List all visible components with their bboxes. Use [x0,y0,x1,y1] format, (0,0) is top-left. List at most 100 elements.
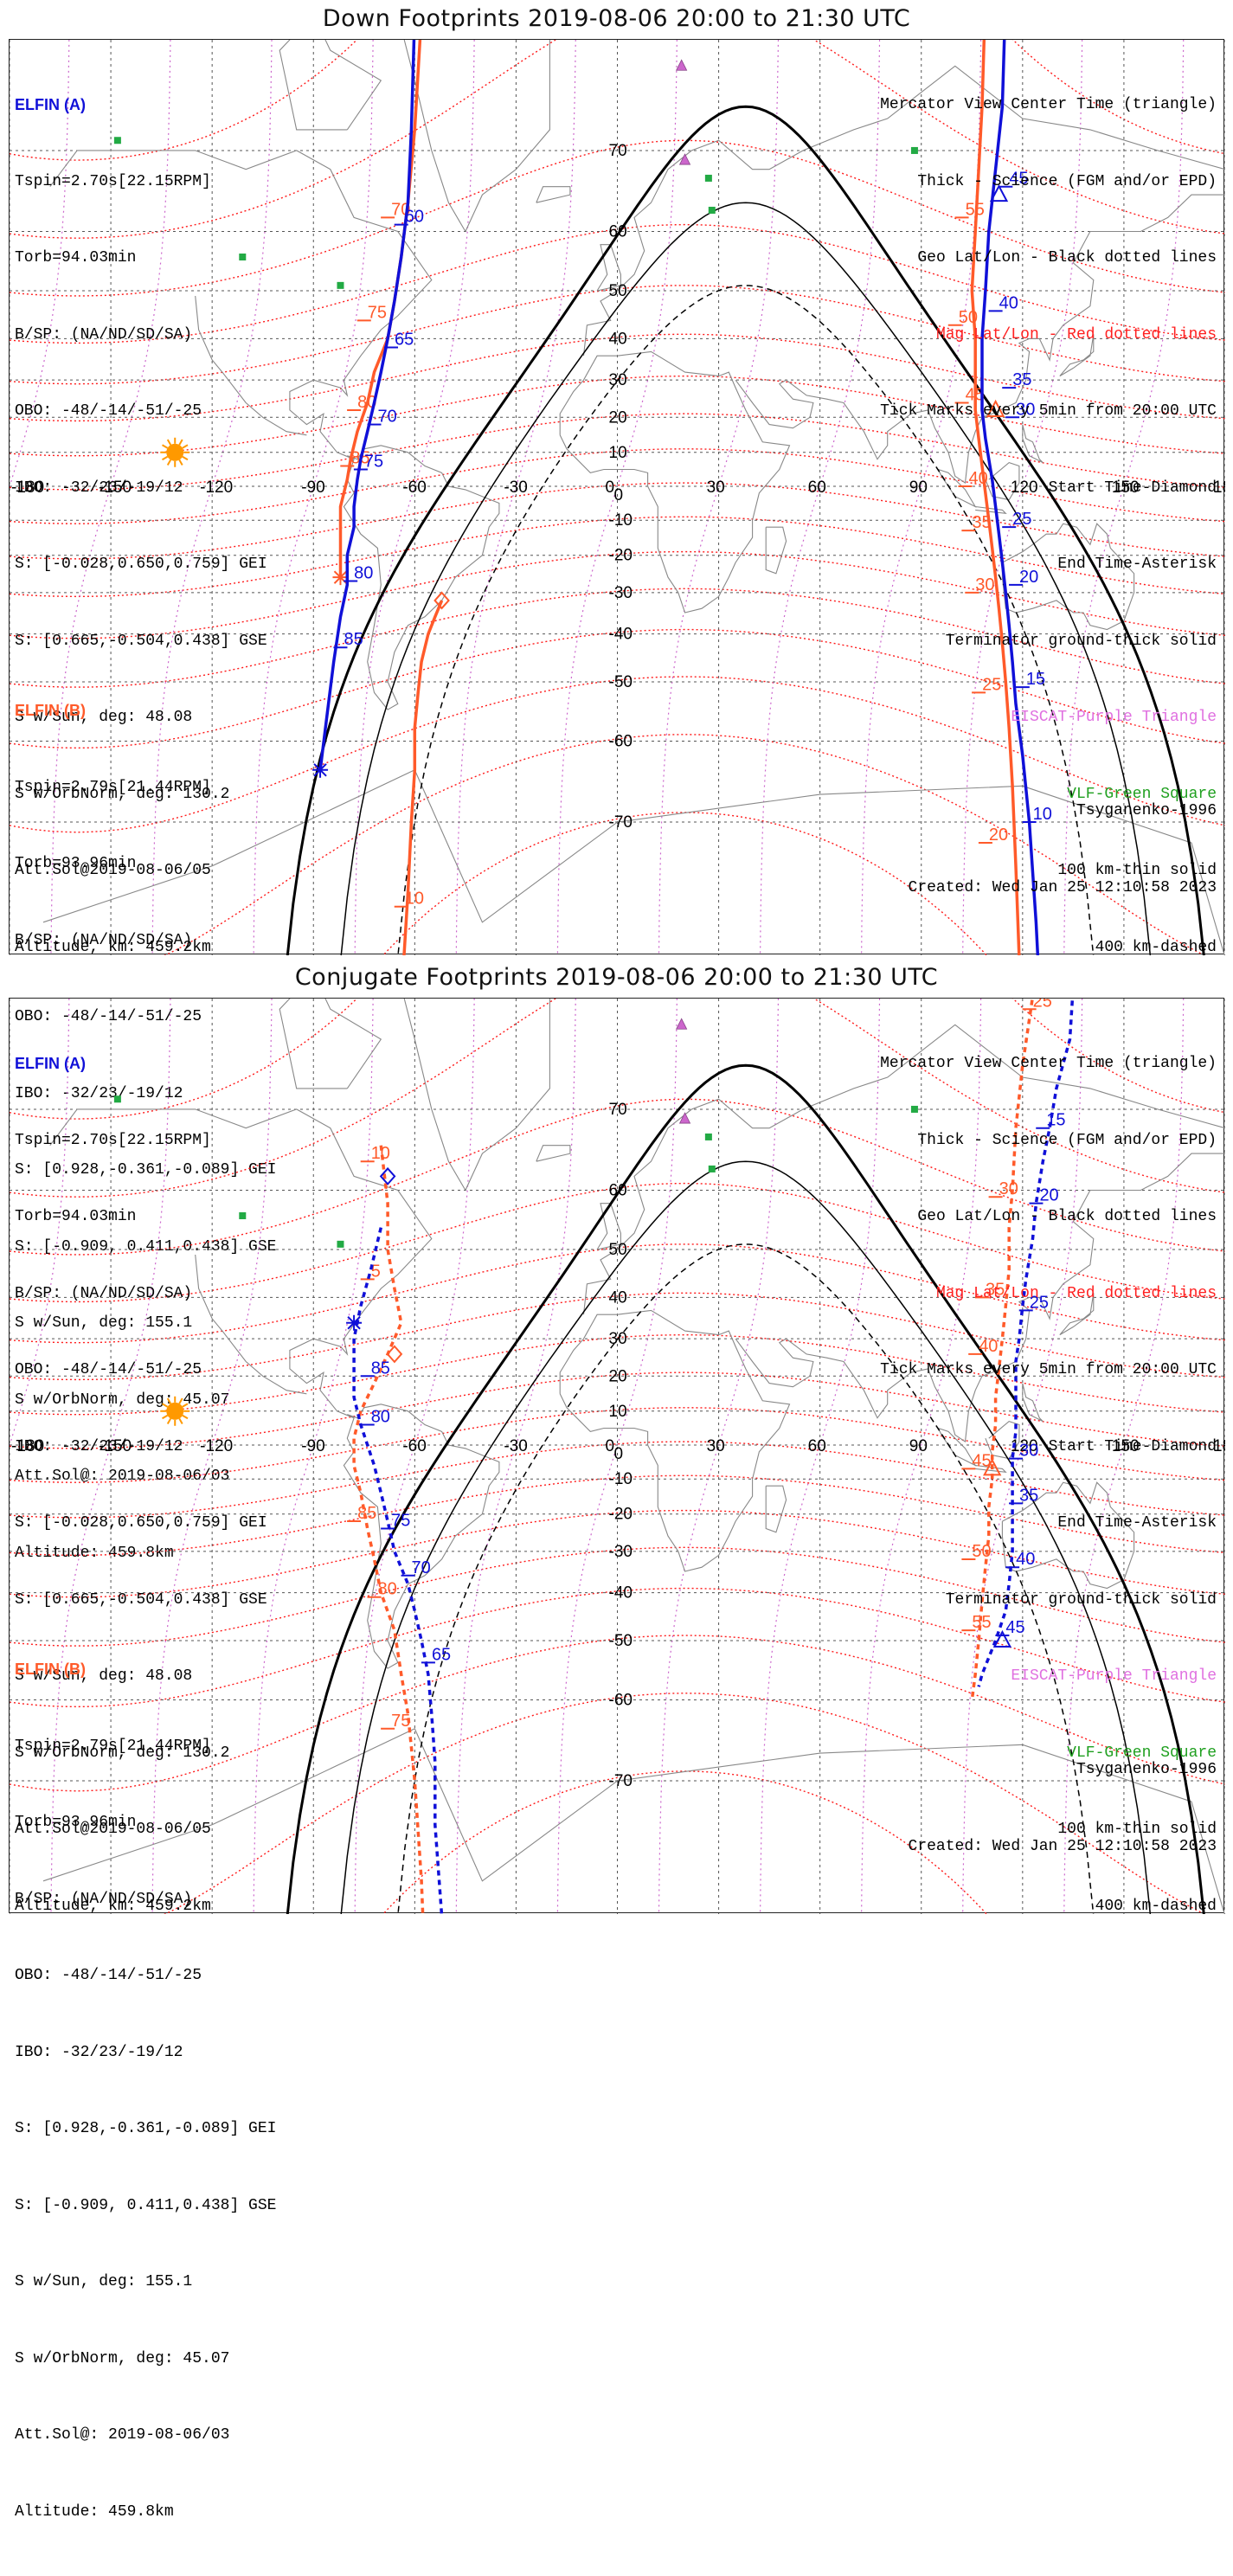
conjugate-footprints-panel: Conjugate Footprints 2019-08-06 20:00 to… [0,959,1233,2521]
end-asterisk-icon [347,1316,361,1330]
mag-lat-line [10,550,1225,639]
track-tick-label: 65 [395,330,414,349]
mag-lat-line [10,588,1225,688]
legend-item: Mag Lat/Lon - Red dotted lines [935,1284,1217,1302]
sun-ray [182,1403,189,1408]
lon-tick-label: 120 [1011,479,1038,497]
elfin-a-line: Altitude, km: 459.2km [15,1897,211,1915]
legend-item: End Time-Asterisk [1057,556,1217,573]
lon-tick-label: -30 [504,1437,527,1455]
track-tick-label: 80 [378,1580,397,1599]
elfin-b-line: S w/Sun, deg: 155.1 [15,2273,193,2290]
eiscat-triangle-icon [678,153,691,165]
terminator-ground [286,105,1205,955]
track-tick-label: 75 [368,303,387,322]
coastline [403,999,550,1191]
track-tick-label: 75 [391,1512,410,1531]
lat-tick-label: 70 [609,1101,627,1119]
lat-tick-label: 40 [609,330,627,348]
coastline [735,1153,1225,1443]
lat-tick-label: -70 [609,1772,633,1790]
terminator-100km [340,202,1152,955]
coastline [1022,424,1044,464]
track-tick-label: 10 [1033,805,1052,824]
coastline [765,1485,787,1533]
elfin-a-line: IBO: -32/23/-19/12 [15,479,183,497]
track-tick-label: 55 [966,200,985,219]
elfin-a-track-east [980,40,1040,955]
sun-ray [162,1414,169,1420]
lon-tick-label: 90 [909,479,928,497]
view-center-triangle-icon [986,399,1005,417]
created-timestamp: Created: Wed Jan 25 12:10:58 2023 [908,1837,1217,1855]
lon-tick-label: 150 [1112,479,1140,497]
coastline [279,999,382,1089]
legend-item: Start Time-Diamond [1048,1437,1217,1455]
lon-tick-label: -180 [11,479,44,497]
elfin-a-track [352,1227,444,1914]
track-tick-label: 15 [1026,670,1045,689]
lon-tick-label: -60 [402,479,426,497]
elfin-a-line: IBO: -32/23/-19/12 [15,1437,183,1455]
start-diamond-icon [379,1166,396,1185]
terminator-ground [286,1063,1205,1914]
lat-tick-label: -70 [609,813,633,832]
track-tick-label: 35 [1012,370,1031,389]
mag-lon-line [861,40,982,955]
vlf-square-icon [239,1212,247,1220]
mag-lon-line [658,40,780,955]
mag-lon-line [50,40,171,955]
elfin-b-line: Att.Sol@: 2019-08-06/03 [15,1468,230,1485]
lat-tick-label: 10 [609,444,627,462]
sun-ray [182,1414,189,1420]
legend-item: Mercator View Center Time (triangle) [880,96,1217,113]
mag-lon-line [354,999,475,1914]
lon-tick-label: 120 [1011,1437,1038,1455]
lon-tick-label: 150 [1112,1437,1140,1455]
legend-item: Mercator View Center Time (triangle) [880,1055,1217,1072]
lat-tick-label: -50 [609,1632,633,1650]
lat-tick-label: -60 [609,1691,633,1709]
view-center-triangle-icon [983,1458,1002,1476]
elfin-b-line: S: [-0.909, 0.411,0.438] GSE [15,2196,277,2214]
track-tick-label: 40 [968,469,987,488]
track-tick-label: 55 [972,1613,991,1632]
terminator-100km [340,1160,1152,1914]
sun-ray [178,459,183,466]
sun-ray [166,1397,172,1404]
sun-ray [166,439,172,446]
coastline [985,461,1020,501]
lon-tick-label: -120 [200,1437,233,1455]
mag-lon-line [658,999,780,1914]
mag-lon-line [1063,999,1185,1914]
sun-ray [182,444,189,449]
end-asterisk-icon [333,570,348,584]
coastline [1059,334,1095,377]
track-tick-label: 85 [357,1504,376,1523]
legend-item: 100 km-thin solid [1057,862,1217,879]
eiscat-triangle-icon [676,59,688,71]
coastline [559,350,791,613]
elfin-a-line: Att.Sol@2019-08-06/05 [15,862,211,879]
mag-lon-line [759,999,881,1914]
legend-item: Mag Lat/Lon - Red dotted lines [935,325,1217,344]
track-tick-label: 25 [1030,1293,1049,1312]
elfin-a-line: Altitude, km: 459.2km [15,938,211,956]
coastline [403,40,550,232]
track-tick-label: 30 [999,1179,1018,1198]
elfin-a-line: B/SP: (NA/ND/SD/SA) [15,325,193,344]
panel-title: Conjugate Footprints 2019-08-06 20:00 to… [294,964,939,991]
lon-tick-label: -120 [200,479,233,497]
track-tick-label: 20 [989,825,1008,845]
track-tick-label: 30 [1016,400,1035,419]
track-tick-label: 75 [391,1712,410,1731]
lon-tick-label: -60 [402,1437,426,1455]
lat-tick-label: -30 [609,1543,633,1561]
elfin-b-track [338,40,422,578]
terminator-400km [397,285,1095,955]
elfin-a-line: Torb=94.03min [15,1208,137,1225]
elfin-b-line: OBO: -48/-14/-51/-25 [15,1967,202,1984]
track-tick-label: 65 [432,1645,451,1664]
track-tick-label: 50 [972,1542,991,1561]
elfin-b-line: S: [0.928,-0.361,-0.089] GEI [15,2120,277,2137]
